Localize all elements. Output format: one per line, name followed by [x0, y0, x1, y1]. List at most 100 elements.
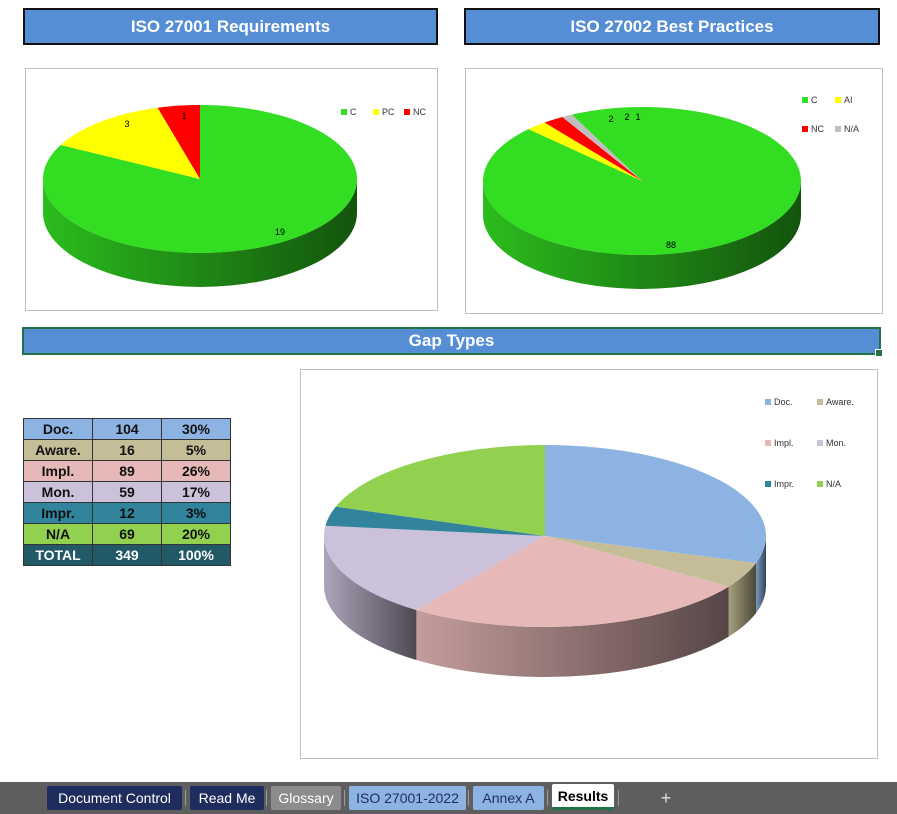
- gap-types-pie-chart[interactable]: Doc. Aware. Impl. Mon. Impr. N/A: [300, 369, 878, 759]
- pie-side-walls: [483, 181, 801, 289]
- gap-type-cell[interactable]: N/A: [23, 523, 93, 545]
- legend-label-Impl.: Impl.: [774, 438, 794, 448]
- sheet-tab-document-control[interactable]: Document Control: [47, 786, 182, 810]
- pie-side-walls: [324, 536, 766, 677]
- table-row: Impr. 12 3%: [23, 502, 231, 524]
- gap-type-cell[interactable]: Mon.: [23, 481, 93, 503]
- gap-count-cell[interactable]: 89: [92, 460, 162, 482]
- gap-count-cell[interactable]: 349: [92, 544, 162, 566]
- table-row: N/A 69 20%: [23, 523, 231, 545]
- pie-slice-side-Impl.: [416, 586, 729, 677]
- gap-count-cell[interactable]: 69: [92, 523, 162, 545]
- legend-label-Mon.: Mon.: [826, 438, 846, 448]
- gap-types-header[interactable]: Gap Types: [22, 327, 883, 357]
- pie-side-walls: [43, 179, 357, 287]
- legend-label-PC: PC: [382, 107, 395, 117]
- gap-percent-cell[interactable]: 20%: [161, 523, 231, 545]
- data-label-PC: 3: [124, 119, 129, 129]
- gap-count-cell[interactable]: 104: [92, 418, 162, 440]
- pie-slice-side-C: [43, 179, 357, 287]
- legend-swatch-PC: [373, 109, 379, 115]
- table-row: Impl. 89 26%: [23, 460, 231, 482]
- pie-slice-PC: [60, 107, 200, 179]
- table-row: Doc. 104 30%: [23, 418, 231, 440]
- legend-swatch-N/A: [835, 126, 841, 132]
- gap-percent-cell[interactable]: 26%: [161, 460, 231, 482]
- gap-percent-cell[interactable]: 100%: [161, 544, 231, 566]
- legend-label-Doc.: Doc.: [774, 397, 793, 407]
- gap-types-header-text: Gap Types: [408, 331, 495, 350]
- legend-label-N/A: N/A: [826, 479, 841, 489]
- data-label-C: 19: [275, 227, 285, 237]
- legend-label-N/A: N/A: [844, 124, 859, 134]
- legend-swatch-Mon.: [817, 440, 823, 446]
- pie-top-faces: [482, 107, 801, 256]
- legend-swatch-C: [802, 97, 808, 103]
- table-row: Aware. 16 5%: [23, 439, 231, 461]
- gap-percent-cell[interactable]: 5%: [161, 439, 231, 461]
- pie-slice-C: [482, 107, 801, 256]
- sheet-tab-annex-a[interactable]: Annex A: [473, 786, 544, 810]
- gap-count-cell[interactable]: 16: [92, 439, 162, 461]
- gap-types-pie-svg: Doc. Aware. Impl. Mon. Impr. N/A: [324, 397, 854, 677]
- iso27001-pie-chart[interactable]: 19 3 1 C PC NC: [25, 68, 438, 311]
- tab-divider: [618, 790, 619, 806]
- tab-divider: [468, 790, 469, 806]
- pie-slice-NC: [544, 116, 642, 181]
- add-sheet-button[interactable]: +: [660, 787, 672, 808]
- legend-swatch-N/A: [817, 481, 823, 487]
- pie-slice-side-C: [483, 181, 801, 289]
- legend-swatch-Aware.: [817, 399, 823, 405]
- tab-divider: [185, 790, 186, 806]
- pie-slice-Mon.: [324, 525, 545, 611]
- selection-fill-handle[interactable]: [875, 349, 883, 357]
- table-row: Mon. 59 17%: [23, 481, 231, 503]
- sheet-tab-results[interactable]: Results: [552, 784, 614, 810]
- sheet-tab-iso-27001-2022[interactable]: ISO 27001-2022: [349, 786, 466, 810]
- data-label-AI: 2: [608, 114, 613, 124]
- gap-type-cell[interactable]: Impl.: [23, 460, 93, 482]
- iso27001-header: ISO 27001 Requirements: [23, 8, 438, 45]
- legend-label-Aware.: Aware.: [826, 397, 854, 407]
- iso27002-header: ISO 27002 Best Practices: [464, 8, 880, 45]
- pie-slice-Doc.: [545, 445, 766, 564]
- tab-divider: [547, 790, 548, 806]
- gap-percent-cell[interactable]: 17%: [161, 481, 231, 503]
- pie-slice-AI: [528, 122, 642, 181]
- gap-type-cell[interactable]: Aware.: [23, 439, 93, 461]
- gap-percent-cell[interactable]: 3%: [161, 502, 231, 524]
- legend-swatch-Impr.: [765, 481, 771, 487]
- gap-percent-cell[interactable]: 30%: [161, 418, 231, 440]
- legend-label-Impr.: Impr.: [774, 479, 794, 489]
- pie-top-faces: [324, 445, 766, 627]
- iso27002-pie-chart[interactable]: 88 2 2 1 C AI NC N/A: [465, 68, 883, 314]
- sheet-tab-read-me[interactable]: Read Me: [190, 786, 264, 810]
- pie-slice-N/A: [335, 445, 545, 536]
- data-label-N/A: 1: [635, 112, 640, 122]
- pie-slice-N/A: [562, 114, 642, 181]
- tab-divider: [344, 790, 345, 806]
- legend-swatch-AI: [835, 97, 841, 103]
- gap-count-cell[interactable]: 59: [92, 481, 162, 503]
- legend-label-C: C: [350, 107, 357, 117]
- data-label-NC: 1: [181, 111, 186, 121]
- pie-slice-C: [42, 105, 357, 253]
- legend-swatch-C: [341, 109, 347, 115]
- pie-top-faces: [42, 105, 357, 253]
- gap-type-cell[interactable]: Impr.: [23, 502, 93, 524]
- legend-label-NC: NC: [413, 107, 426, 117]
- legend-swatch-NC: [802, 126, 808, 132]
- gap-type-cell[interactable]: TOTAL: [23, 544, 93, 566]
- gap-count-cell[interactable]: 12: [92, 502, 162, 524]
- legend-swatch-Impl.: [765, 440, 771, 446]
- legend-swatch-Doc.: [765, 399, 771, 405]
- legend-swatch-NC: [404, 109, 410, 115]
- tab-divider: [266, 790, 267, 806]
- legend-label-C: C: [811, 95, 818, 105]
- pie-slice-Impr.: [325, 506, 545, 536]
- pie-slice-Aware.: [545, 536, 757, 587]
- sheet-tab-bar: Document Control Read Me Glossary ISO 27001…: [0, 782, 897, 814]
- sheet-tab-glossary[interactable]: Glossary: [271, 786, 341, 810]
- gap-type-cell[interactable]: Doc.: [23, 418, 93, 440]
